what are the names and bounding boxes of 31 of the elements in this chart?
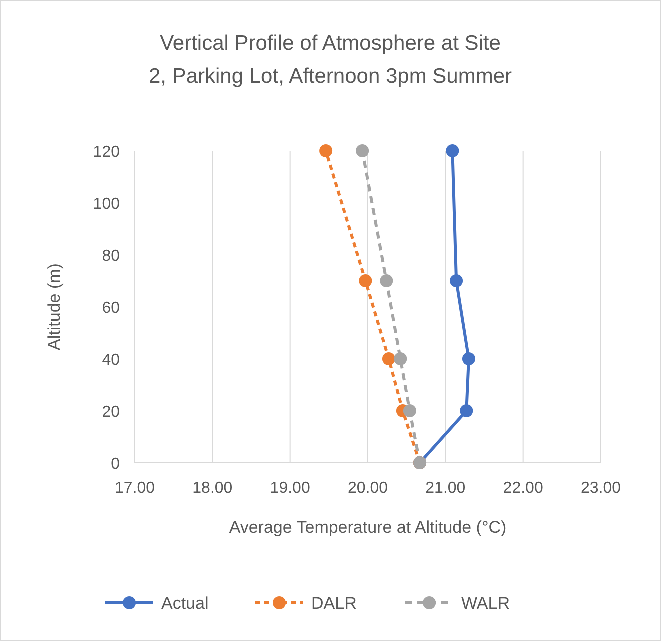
point bbox=[382, 352, 396, 366]
y-tick-label: 120 bbox=[93, 144, 120, 161]
point bbox=[380, 274, 394, 288]
y-tick-label: 40 bbox=[102, 352, 120, 369]
point bbox=[460, 404, 474, 418]
point bbox=[356, 144, 370, 158]
x-tick-label: 20.00 bbox=[348, 480, 388, 497]
point bbox=[446, 144, 460, 158]
y-tick-label: 60 bbox=[102, 300, 120, 317]
legend-label: WALR bbox=[462, 594, 510, 613]
point bbox=[450, 274, 464, 288]
point bbox=[320, 144, 333, 158]
x-tick-label: 22.00 bbox=[503, 480, 544, 497]
chart-title: Vertical Profile of Atmosphere at Site 2, Parking Lot, Afternoon 3pm Summer bbox=[148, 32, 512, 88]
x-tick-label: 21.00 bbox=[426, 480, 466, 497]
x-tick-label: 19.00 bbox=[270, 480, 310, 497]
legend-label: Actual bbox=[162, 594, 209, 613]
x-tick-label: 17.00 bbox=[114, 480, 156, 497]
y-axis-title: Altitude (m) bbox=[45, 264, 64, 350]
x-tick-label: 18.00 bbox=[192, 480, 233, 497]
y-tick-label: 80 bbox=[102, 248, 120, 265]
point bbox=[462, 352, 476, 366]
legend-label: DALR bbox=[312, 594, 357, 613]
y-tick-label: 20 bbox=[102, 404, 120, 421]
x-tick-label: 23.00 bbox=[580, 480, 622, 497]
point bbox=[359, 274, 372, 288]
point bbox=[394, 352, 408, 366]
y-tick-label: 100 bbox=[93, 196, 120, 213]
point bbox=[403, 404, 416, 418]
y-tick-label: 0 bbox=[111, 456, 120, 473]
x-axis-title: Average Temperature at Altitude (°C) bbox=[229, 518, 507, 537]
